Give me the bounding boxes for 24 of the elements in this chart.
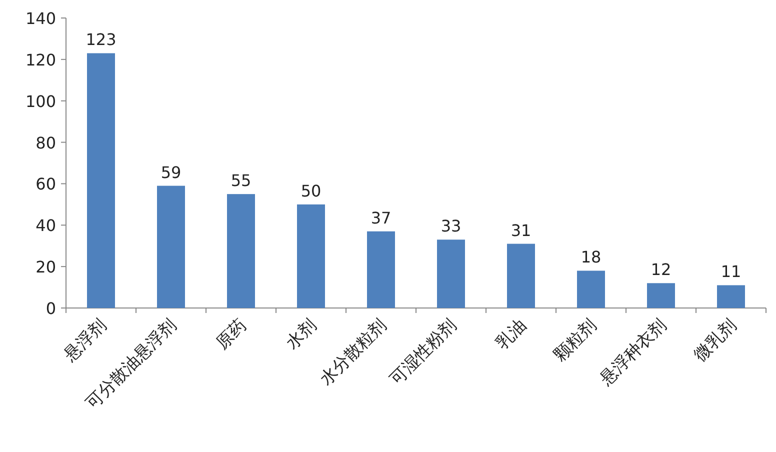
data-label: 12 (650, 260, 672, 280)
y-tick-label: 0 (46, 299, 56, 318)
data-label: 59 (160, 162, 182, 182)
data-label: 55 (230, 171, 252, 190)
data-label: 50 (300, 181, 322, 200)
y-tick-label: 20 (36, 258, 56, 277)
y-tick-label: 100 (25, 92, 56, 111)
y-tick-label: 40 (36, 216, 56, 236)
data-label: 11 (720, 262, 742, 282)
x-tick-label: 乳油 (492, 315, 531, 354)
data-label: 18 (580, 248, 602, 267)
x-tick-label: 水剂 (282, 315, 321, 354)
y-tick-label: 60 (36, 174, 56, 194)
x-tick-label: 原药 (212, 315, 251, 354)
data-label: 31 (510, 220, 532, 240)
data-label: 33 (440, 216, 462, 236)
y-tick-label: 80 (36, 133, 56, 152)
x-tick-label: 可湿性粉剂 (386, 315, 461, 390)
y-tick-label: 120 (25, 50, 56, 70)
data-label: 123 (86, 30, 116, 50)
x-tick-label: 悬浮剂 (60, 315, 111, 366)
x-tick-label: 微乳剂 (690, 315, 741, 366)
data-label: 37 (370, 208, 392, 228)
y-tick-label: 140 (25, 9, 56, 28)
